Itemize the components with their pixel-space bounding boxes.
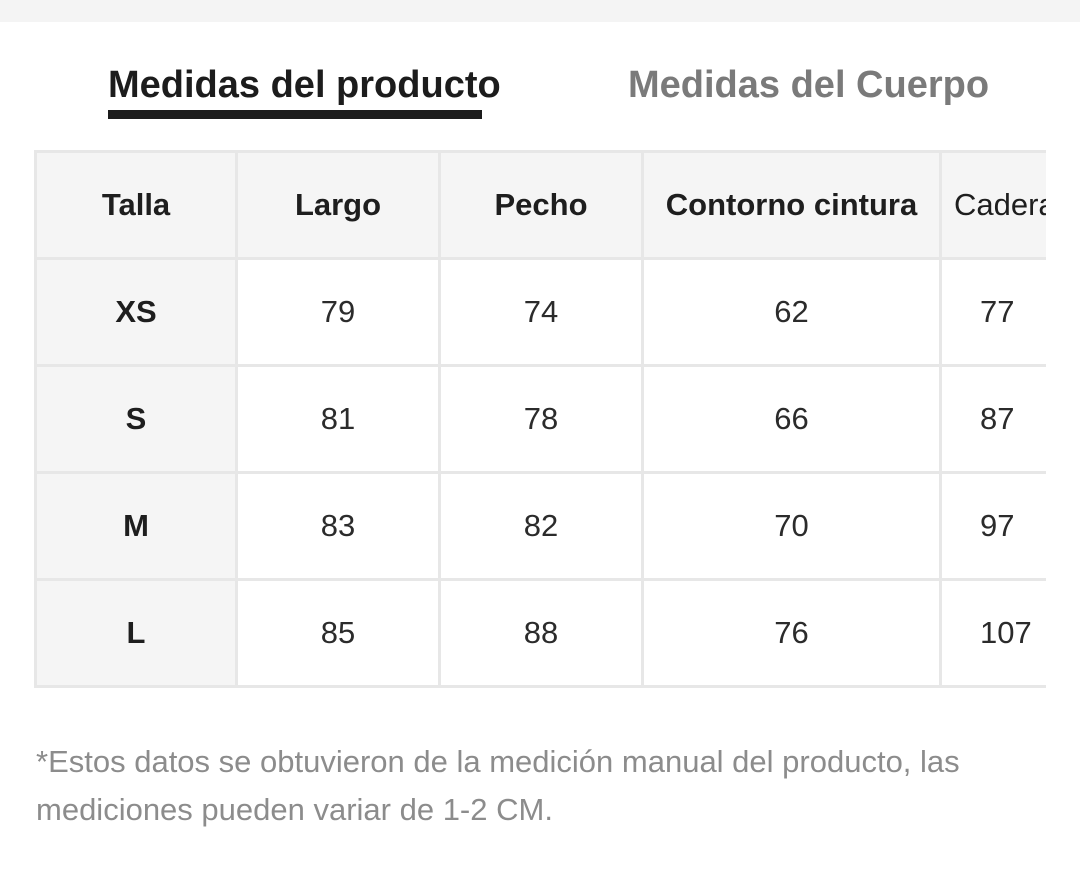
hips-cell: 87 [939,364,1046,474]
chest-cell: 82 [438,471,644,581]
length-cell: 79 [235,257,441,367]
table-row: L 85 88 76 107 [34,578,1046,688]
hips-cell: 97 [939,471,1046,581]
hips-cell: 107 [939,578,1046,688]
waist-cell: 76 [641,578,942,688]
size-cell: XS [34,257,238,367]
chest-cell: 88 [438,578,644,688]
chest-cell: 74 [438,257,644,367]
measurement-footnote: *Estos datos se obtuvieron de la medició… [36,744,960,827]
table-row: S 81 78 66 87 [34,364,1046,474]
size-cell: L [34,578,238,688]
length-cell: 83 [235,471,441,581]
waist-cell: 66 [641,364,942,474]
column-header-chest: Pecho [438,150,644,260]
column-header-hips: Caderas [939,150,1046,260]
column-header-length: Largo [235,150,441,260]
size-table-container[interactable]: Talla Largo Pecho Contorno cintura Cader… [34,150,1046,707]
size-cell: S [34,364,238,474]
table-header-row: Talla Largo Pecho Contorno cintura Cader… [34,150,1046,260]
length-cell: 85 [235,578,441,688]
waist-cell: 62 [641,257,942,367]
table-row: M 83 82 70 97 [34,471,1046,581]
tab-product-measurements[interactable]: Medidas del producto [108,64,501,106]
column-header-waist: Contorno cintura [641,150,942,260]
length-cell: 81 [235,364,441,474]
tab-body-measurements[interactable]: Medidas del Cuerpo [628,64,990,106]
column-header-size: Talla [34,150,238,260]
chest-cell: 78 [438,364,644,474]
size-cell: M [34,471,238,581]
table-row: XS 79 74 62 77 [34,257,1046,367]
active-tab-underline [108,110,482,119]
hips-cell: 77 [939,257,1046,367]
waist-cell: 70 [641,471,942,581]
top-strip [0,0,1080,22]
size-table: Talla Largo Pecho Contorno cintura Cader… [34,150,1046,688]
